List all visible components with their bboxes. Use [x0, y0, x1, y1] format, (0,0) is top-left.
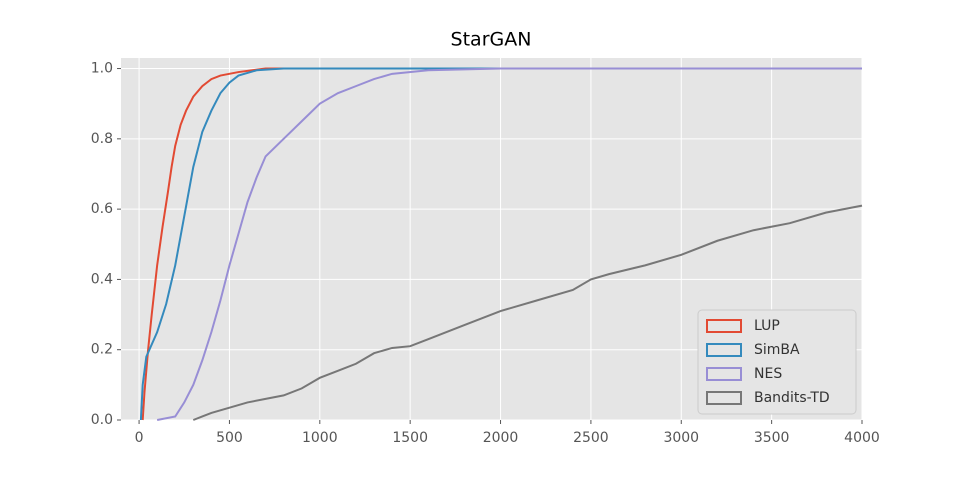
series-line — [156, 67, 862, 421]
y-tick-label: 0.6 — [91, 201, 113, 217]
y-tick-label: 0.8 — [91, 131, 113, 147]
legend-swatch — [706, 319, 742, 333]
legend-label: SimBA — [754, 342, 800, 358]
x-tick-label: 0 — [135, 430, 144, 446]
legend-swatch — [706, 391, 742, 405]
legend-label: Bandits-TD — [754, 390, 830, 406]
legend: LUP SimBA NES Bandits-TD — [697, 309, 857, 415]
y-tick-label: 1.0 — [91, 61, 113, 77]
legend-swatch — [706, 367, 742, 381]
x-tick-label: 1500 — [392, 430, 428, 446]
series-line — [141, 67, 862, 421]
y-tick-label: 0.4 — [91, 271, 113, 287]
legend-swatch — [706, 343, 742, 357]
x-tick-label: 4000 — [844, 430, 880, 446]
series-line — [192, 204, 863, 421]
legend-box — [697, 309, 857, 415]
x-tick-label: 500 — [216, 430, 243, 446]
series-line — [139, 67, 862, 421]
x-tick-label: 3000 — [663, 430, 699, 446]
chart-title: StarGAN — [451, 29, 532, 51]
y-tick-label: 0.2 — [91, 342, 113, 358]
x-tick-label: 3500 — [754, 430, 790, 446]
x-tick-label: 2500 — [573, 430, 609, 446]
x-tick-label: 1000 — [302, 430, 338, 446]
legend-label: LUP — [754, 318, 780, 334]
x-tick-label: 2000 — [483, 430, 519, 446]
y-tick-label: 0.0 — [91, 412, 113, 428]
legend-label: NES — [754, 366, 782, 382]
